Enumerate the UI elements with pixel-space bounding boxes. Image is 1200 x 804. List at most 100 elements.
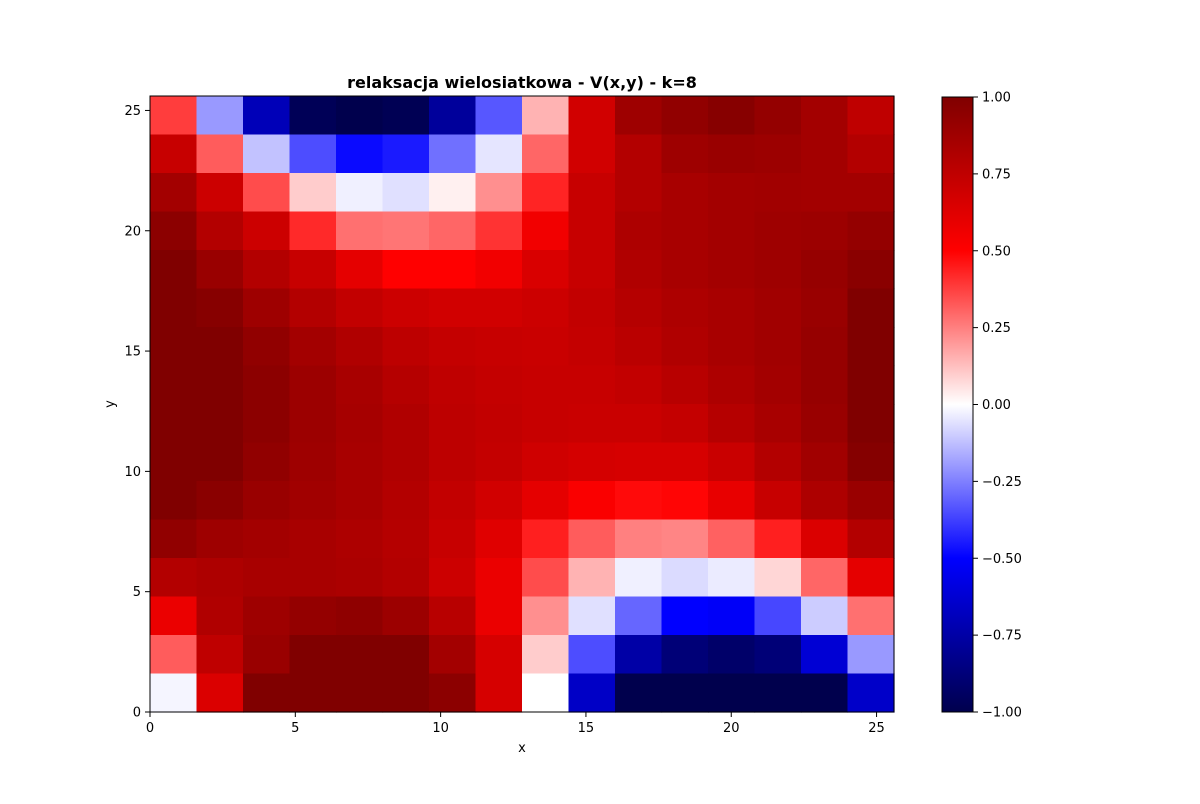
heatmap-cell — [615, 288, 663, 328]
heatmap-cell — [615, 96, 663, 136]
heatmap-cell — [522, 327, 570, 367]
heatmap-cell — [336, 250, 384, 290]
heatmap-cell — [615, 481, 663, 521]
heatmap-cell — [568, 327, 616, 367]
heatmap-cell — [196, 596, 244, 636]
heatmap-cell — [754, 635, 802, 675]
heatmap-cell — [196, 134, 244, 174]
heatmap-cell — [708, 635, 756, 675]
heatmap-cell — [754, 96, 802, 136]
heatmap-cell — [754, 404, 802, 444]
heatmap-cell — [475, 250, 523, 290]
heatmap-cell — [289, 288, 337, 328]
y-axis-label: y — [103, 400, 118, 408]
heatmap-cell — [382, 596, 430, 636]
heatmap-cell — [847, 134, 895, 174]
heatmap-cell — [708, 519, 756, 559]
heatmap-cell — [196, 173, 244, 213]
heatmap-cell — [801, 134, 849, 174]
y-tick-label: 20 — [124, 224, 141, 239]
heatmap-cell — [196, 96, 244, 136]
heatmap-cell — [754, 211, 802, 251]
heatmap-cell — [801, 558, 849, 598]
heatmap-cell — [196, 365, 244, 405]
heatmap-cell — [568, 404, 616, 444]
heatmap-cell — [847, 211, 895, 251]
heatmap-cell — [429, 173, 477, 213]
heatmap-cell — [150, 134, 198, 174]
heatmap-cell — [429, 442, 477, 482]
heatmap-cell — [289, 519, 337, 559]
heatmap-cell — [568, 519, 616, 559]
heatmap-cell — [243, 96, 291, 136]
heatmap-cell — [475, 327, 523, 367]
heatmap-cell — [243, 365, 291, 405]
heatmap-cell — [615, 173, 663, 213]
y-tick-label: 15 — [124, 345, 141, 360]
heatmap-cell — [847, 173, 895, 213]
x-tick-label: 5 — [291, 721, 299, 736]
heatmap-cell — [475, 404, 523, 444]
heatmap-cell — [522, 635, 570, 675]
heatmap-cell — [801, 481, 849, 521]
heatmap-cell — [336, 673, 384, 713]
heatmap-cell — [801, 596, 849, 636]
heatmap-cell — [708, 211, 756, 251]
heatmap-cell — [336, 519, 384, 559]
heatmap-cell — [708, 327, 756, 367]
heatmap-cell — [429, 327, 477, 367]
heatmap-cell — [243, 134, 291, 174]
heatmap-cell — [708, 173, 756, 213]
heatmap-cell — [289, 250, 337, 290]
heatmap-cell — [336, 288, 384, 328]
colorbar-tick-label: −1.00 — [982, 706, 1022, 721]
heatmap-cell — [289, 673, 337, 713]
heatmap-cell — [847, 481, 895, 521]
heatmap-cell — [289, 635, 337, 675]
heatmap-cell — [475, 558, 523, 598]
colorbar-tick-label: −0.75 — [982, 629, 1022, 644]
heatmap-cell — [801, 288, 849, 328]
heatmap-cell — [754, 134, 802, 174]
heatmap-cell — [801, 96, 849, 136]
heatmap-cell — [568, 596, 616, 636]
heatmap-cell — [150, 519, 198, 559]
heatmap-cell — [150, 365, 198, 405]
heatmap-cell — [336, 134, 384, 174]
colorbar-tick-label: −0.50 — [982, 552, 1022, 567]
heatmap-cell — [847, 558, 895, 598]
heatmap-cell — [754, 327, 802, 367]
heatmap-cell — [196, 558, 244, 598]
heatmap-cell — [522, 596, 570, 636]
heatmap-cell — [661, 211, 709, 251]
heatmap-cell — [568, 211, 616, 251]
heatmap-cell — [150, 173, 198, 213]
heatmap-cell — [196, 250, 244, 290]
heatmap-cell — [847, 365, 895, 405]
heatmap-cell — [801, 211, 849, 251]
colorbar-tick-label: 0.75 — [982, 167, 1011, 182]
heatmap-cell — [568, 173, 616, 213]
heatmap-cell — [150, 442, 198, 482]
heatmap-cell — [708, 250, 756, 290]
heatmap-cell — [243, 288, 291, 328]
heatmap-cell — [661, 442, 709, 482]
heatmap-cell — [708, 96, 756, 136]
heatmap-cell — [289, 134, 337, 174]
heatmap-cell — [847, 404, 895, 444]
heatmap-cell — [243, 481, 291, 521]
heatmap-cell — [522, 250, 570, 290]
heatmap-cell — [847, 635, 895, 675]
heatmap-cell — [336, 173, 384, 213]
heatmap-cell — [754, 519, 802, 559]
heatmap-cell — [243, 635, 291, 675]
heatmap-cell — [522, 442, 570, 482]
heatmap-cell — [522, 288, 570, 328]
heatmap-cell — [708, 673, 756, 713]
heatmap-cell — [150, 673, 198, 713]
heatmap-cell — [754, 673, 802, 713]
heatmap-cell — [801, 365, 849, 405]
heatmap-cell — [382, 288, 430, 328]
heatmap-cell — [289, 96, 337, 136]
x-tick-label: 0 — [146, 721, 154, 736]
